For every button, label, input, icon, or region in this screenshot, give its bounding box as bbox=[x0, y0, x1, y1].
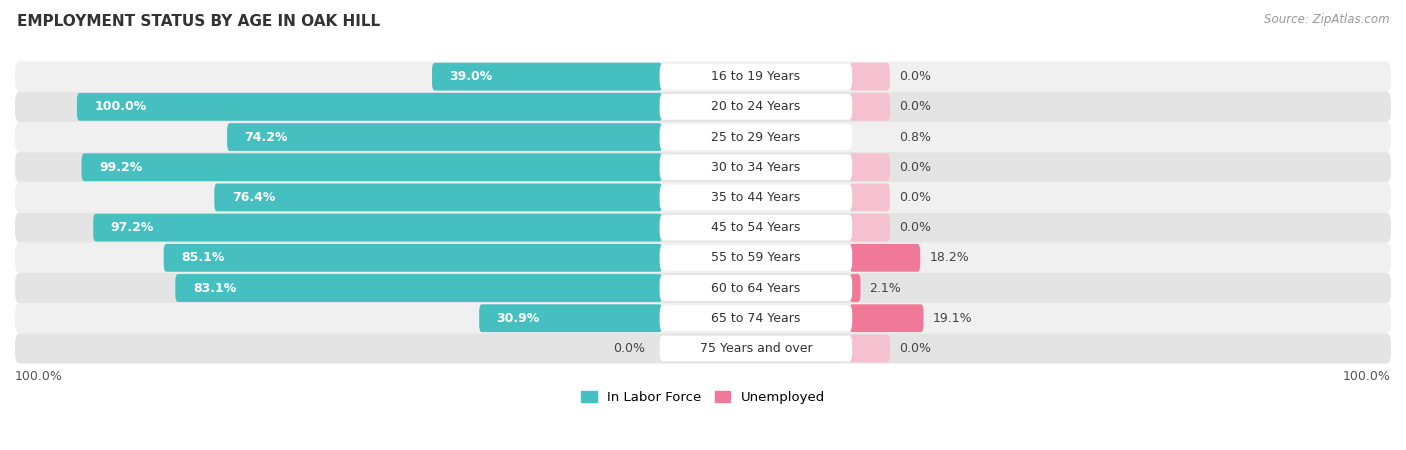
Text: 74.2%: 74.2% bbox=[245, 130, 288, 144]
Text: 16 to 19 Years: 16 to 19 Years bbox=[711, 70, 800, 83]
Text: 30 to 34 Years: 30 to 34 Years bbox=[711, 161, 800, 174]
Text: 60 to 64 Years: 60 to 64 Years bbox=[711, 282, 800, 294]
FancyBboxPatch shape bbox=[659, 124, 852, 150]
Text: Source: ZipAtlas.com: Source: ZipAtlas.com bbox=[1264, 14, 1389, 27]
Text: 0.0%: 0.0% bbox=[898, 70, 931, 83]
FancyBboxPatch shape bbox=[15, 122, 1391, 152]
Text: 30.9%: 30.9% bbox=[496, 312, 540, 325]
FancyBboxPatch shape bbox=[659, 245, 852, 270]
Text: 55 to 59 Years: 55 to 59 Years bbox=[711, 251, 800, 264]
FancyBboxPatch shape bbox=[659, 154, 852, 180]
FancyBboxPatch shape bbox=[659, 64, 852, 90]
Text: 65 to 74 Years: 65 to 74 Years bbox=[711, 312, 800, 325]
FancyBboxPatch shape bbox=[479, 304, 662, 332]
Text: EMPLOYMENT STATUS BY AGE IN OAK HILL: EMPLOYMENT STATUS BY AGE IN OAK HILL bbox=[17, 14, 380, 28]
Text: 39.0%: 39.0% bbox=[450, 70, 492, 83]
FancyBboxPatch shape bbox=[659, 275, 852, 301]
Text: 0.0%: 0.0% bbox=[898, 161, 931, 174]
FancyBboxPatch shape bbox=[849, 214, 890, 242]
FancyBboxPatch shape bbox=[849, 334, 890, 362]
Text: 100.0%: 100.0% bbox=[15, 370, 63, 383]
Text: 0.8%: 0.8% bbox=[898, 130, 931, 144]
Text: 20 to 24 Years: 20 to 24 Years bbox=[711, 100, 800, 113]
Text: 18.2%: 18.2% bbox=[929, 251, 969, 264]
FancyBboxPatch shape bbox=[849, 304, 924, 332]
Text: 100.0%: 100.0% bbox=[94, 100, 146, 113]
FancyBboxPatch shape bbox=[659, 336, 852, 361]
Text: 25 to 29 Years: 25 to 29 Years bbox=[711, 130, 800, 144]
Text: 0.0%: 0.0% bbox=[898, 342, 931, 355]
FancyBboxPatch shape bbox=[849, 93, 890, 121]
Text: 45 to 54 Years: 45 to 54 Years bbox=[711, 221, 800, 234]
FancyBboxPatch shape bbox=[849, 274, 860, 302]
FancyBboxPatch shape bbox=[659, 306, 852, 331]
FancyBboxPatch shape bbox=[659, 184, 852, 210]
FancyBboxPatch shape bbox=[15, 62, 1391, 92]
Text: 83.1%: 83.1% bbox=[193, 282, 236, 294]
Text: 19.1%: 19.1% bbox=[932, 312, 972, 325]
FancyBboxPatch shape bbox=[849, 184, 890, 212]
Text: 35 to 44 Years: 35 to 44 Years bbox=[711, 191, 800, 204]
FancyBboxPatch shape bbox=[849, 153, 890, 181]
Text: 0.0%: 0.0% bbox=[613, 342, 645, 355]
FancyBboxPatch shape bbox=[15, 303, 1391, 333]
Text: 2.1%: 2.1% bbox=[869, 282, 901, 294]
Text: 97.2%: 97.2% bbox=[111, 221, 155, 234]
FancyBboxPatch shape bbox=[82, 153, 662, 181]
Legend: In Labor Force, Unemployed: In Labor Force, Unemployed bbox=[581, 391, 825, 404]
FancyBboxPatch shape bbox=[659, 94, 852, 120]
Text: 100.0%: 100.0% bbox=[1343, 370, 1391, 383]
Text: 0.0%: 0.0% bbox=[898, 191, 931, 204]
FancyBboxPatch shape bbox=[228, 123, 662, 151]
FancyBboxPatch shape bbox=[659, 215, 852, 240]
Text: 0.0%: 0.0% bbox=[898, 221, 931, 234]
FancyBboxPatch shape bbox=[849, 244, 920, 272]
FancyBboxPatch shape bbox=[15, 243, 1391, 273]
FancyBboxPatch shape bbox=[849, 63, 890, 90]
FancyBboxPatch shape bbox=[77, 93, 662, 121]
FancyBboxPatch shape bbox=[15, 182, 1391, 212]
Text: 99.2%: 99.2% bbox=[98, 161, 142, 174]
FancyBboxPatch shape bbox=[15, 273, 1391, 303]
FancyBboxPatch shape bbox=[15, 212, 1391, 243]
FancyBboxPatch shape bbox=[163, 244, 662, 272]
FancyBboxPatch shape bbox=[176, 274, 662, 302]
Text: 0.0%: 0.0% bbox=[898, 100, 931, 113]
FancyBboxPatch shape bbox=[214, 184, 662, 212]
FancyBboxPatch shape bbox=[15, 152, 1391, 182]
FancyBboxPatch shape bbox=[15, 333, 1391, 364]
FancyBboxPatch shape bbox=[93, 214, 662, 242]
Text: 76.4%: 76.4% bbox=[232, 191, 276, 204]
Text: 75 Years and over: 75 Years and over bbox=[700, 342, 813, 355]
Text: 85.1%: 85.1% bbox=[181, 251, 225, 264]
FancyBboxPatch shape bbox=[432, 63, 662, 90]
FancyBboxPatch shape bbox=[15, 92, 1391, 122]
